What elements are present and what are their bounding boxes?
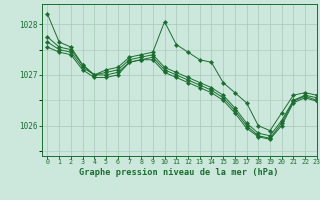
X-axis label: Graphe pression niveau de la mer (hPa): Graphe pression niveau de la mer (hPa) xyxy=(79,168,279,177)
